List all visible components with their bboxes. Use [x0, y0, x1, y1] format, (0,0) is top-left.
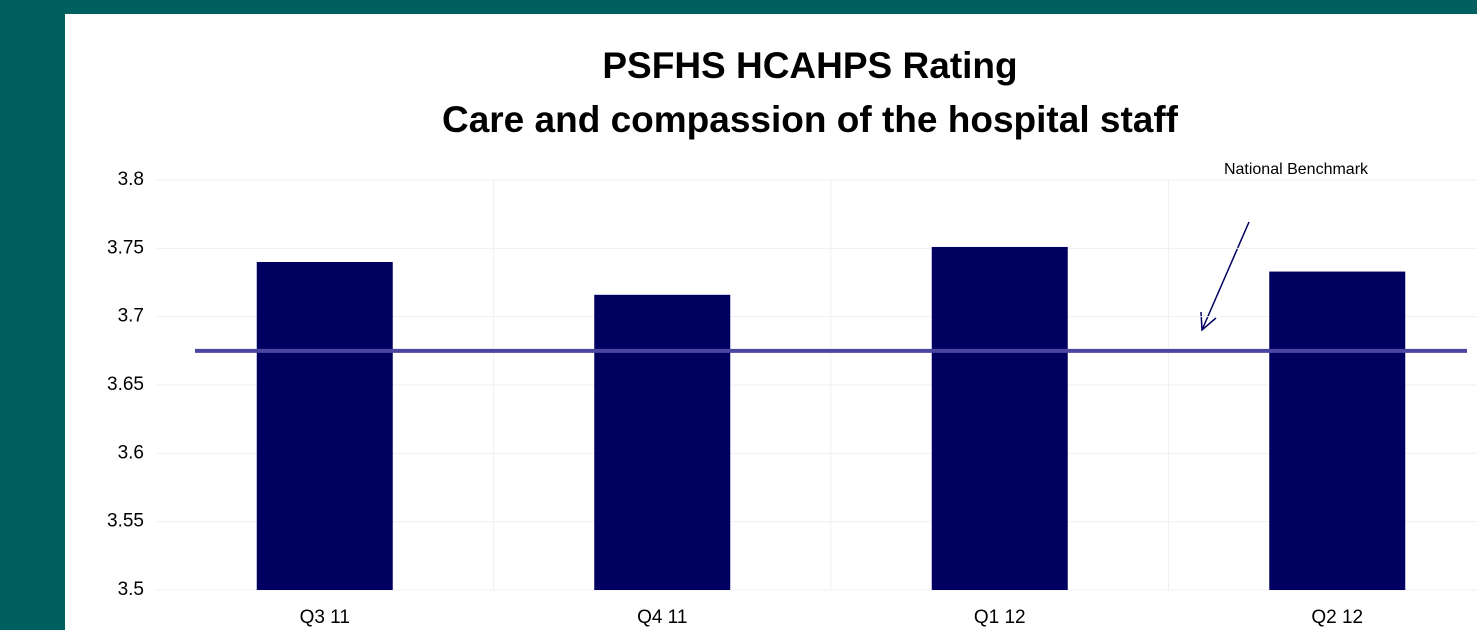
y-tick-label: 3.6	[118, 442, 144, 463]
benchmark-arrow	[1200, 221, 1250, 332]
y-tick-label: 3.55	[107, 511, 144, 532]
y-tick-label: 3.65	[107, 374, 144, 395]
benchmark-label: National Benchmark	[1224, 161, 1369, 178]
y-tick-label: 3.7	[118, 306, 144, 327]
chart-title: PSFHS HCAHPS Rating	[602, 45, 1017, 86]
bar	[256, 262, 393, 590]
y-tick-label: 3.75	[107, 237, 144, 258]
x-tick-label: Q4 11	[637, 607, 687, 628]
bar	[594, 294, 731, 590]
y-tick-label: 3.8	[118, 169, 144, 190]
bar	[1269, 271, 1406, 590]
y-tick-label: 3.5	[118, 579, 144, 600]
bar	[931, 246, 1068, 590]
chart-subtitle: Care and compassion of the hospital staf…	[442, 99, 1179, 140]
x-tick-label: Q3 11	[300, 607, 350, 628]
x-tick-label: Q2 12	[1311, 607, 1363, 628]
x-tick-label: Q1 12	[974, 607, 1026, 628]
